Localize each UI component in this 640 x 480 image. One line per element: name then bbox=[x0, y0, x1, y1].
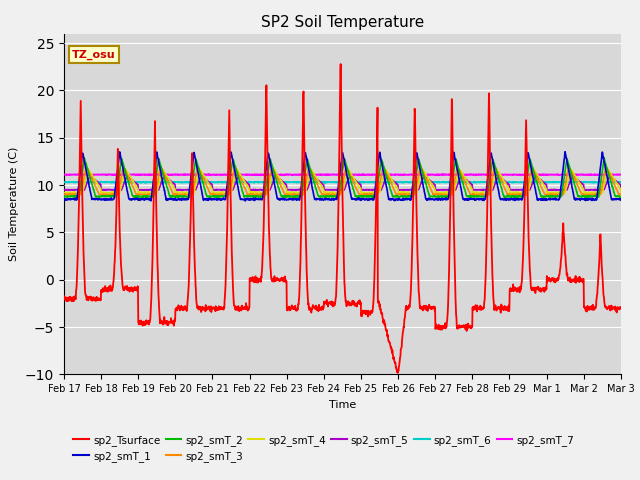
sp2_smT_4 bbox=[441, 190, 449, 195]
sp2_smT_3 bbox=[287, 192, 295, 197]
sp2_smT_5 bbox=[440, 187, 448, 192]
sp2_smT_5 bbox=[60, 187, 68, 192]
Line: sp2_smT_6: sp2_smT_6 bbox=[64, 181, 621, 183]
sp2_Tsurface bbox=[60, 295, 68, 300]
Line: sp2_smT_4: sp2_smT_4 bbox=[64, 169, 621, 193]
sp2_smT_2 bbox=[92, 193, 100, 199]
sp2_smT_3 bbox=[290, 192, 298, 197]
sp2_smT_7 bbox=[617, 172, 625, 178]
sp2_smT_1 bbox=[561, 149, 569, 155]
sp2_smT_3 bbox=[179, 192, 187, 198]
sp2_Tsurface bbox=[337, 61, 344, 67]
Line: sp2_smT_7: sp2_smT_7 bbox=[64, 174, 621, 175]
sp2_smT_2 bbox=[268, 163, 276, 169]
sp2_smT_1 bbox=[60, 196, 68, 202]
sp2_smT_1 bbox=[269, 173, 276, 179]
sp2_smT_6 bbox=[92, 179, 100, 185]
sp2_Tsurface bbox=[92, 298, 100, 304]
Y-axis label: Soil Temperature (C): Soil Temperature (C) bbox=[10, 147, 19, 261]
sp2_smT_1 bbox=[287, 196, 295, 202]
sp2_smT_3 bbox=[441, 192, 449, 198]
sp2_smT_5 bbox=[287, 187, 295, 192]
sp2_smT_3 bbox=[617, 192, 625, 197]
sp2_smT_7 bbox=[587, 171, 595, 177]
sp2_Tsurface bbox=[290, 304, 298, 310]
sp2_smT_6 bbox=[222, 179, 230, 184]
sp2_smT_4 bbox=[617, 190, 625, 195]
Title: SP2 Soil Temperature: SP2 Soil Temperature bbox=[260, 15, 424, 30]
sp2_smT_7 bbox=[440, 171, 448, 177]
sp2_Tsurface bbox=[179, 304, 187, 310]
sp2_smT_7 bbox=[92, 172, 100, 178]
sp2_smT_2 bbox=[440, 193, 448, 199]
Text: TZ_osu: TZ_osu bbox=[72, 49, 116, 60]
Line: sp2_Tsurface: sp2_Tsurface bbox=[64, 64, 621, 373]
sp2_Tsurface bbox=[394, 370, 402, 376]
sp2_smT_2 bbox=[60, 194, 68, 200]
sp2_smT_7 bbox=[287, 172, 295, 178]
sp2_smT_2 bbox=[617, 194, 625, 200]
sp2_smT_4 bbox=[60, 190, 68, 195]
sp2_smT_6 bbox=[441, 180, 449, 185]
sp2_smT_7 bbox=[290, 172, 298, 178]
sp2_smT_4 bbox=[269, 169, 276, 175]
sp2_smT_5 bbox=[269, 180, 276, 186]
sp2_smT_2 bbox=[287, 193, 295, 199]
sp2_smT_6 bbox=[291, 179, 298, 185]
sp2_smT_6 bbox=[269, 180, 276, 185]
sp2_smT_6 bbox=[288, 179, 296, 185]
sp2_smT_7 bbox=[268, 172, 276, 178]
sp2_smT_5 bbox=[291, 187, 298, 192]
sp2_smT_1 bbox=[92, 196, 100, 202]
sp2_smT_1 bbox=[241, 198, 249, 204]
sp2_smT_3 bbox=[342, 163, 350, 168]
sp2_smT_7 bbox=[60, 171, 68, 177]
sp2_smT_7 bbox=[179, 172, 187, 178]
sp2_smT_2 bbox=[179, 194, 187, 200]
sp2_smT_3 bbox=[60, 192, 68, 198]
sp2_smT_5 bbox=[179, 187, 187, 193]
Line: sp2_smT_3: sp2_smT_3 bbox=[64, 166, 621, 195]
sp2_smT_4 bbox=[179, 190, 187, 195]
sp2_smT_5 bbox=[92, 178, 100, 184]
sp2_smT_2 bbox=[600, 155, 608, 160]
sp2_smT_2 bbox=[290, 194, 298, 200]
sp2_smT_4 bbox=[180, 191, 188, 196]
sp2_smT_1 bbox=[291, 197, 298, 203]
sp2_smT_4 bbox=[288, 190, 296, 196]
sp2_smT_3 bbox=[92, 184, 100, 190]
sp2_smT_4 bbox=[92, 179, 100, 184]
sp2_smT_3 bbox=[268, 165, 276, 170]
sp2_smT_2 bbox=[368, 195, 376, 201]
sp2_Tsurface bbox=[287, 306, 295, 312]
sp2_smT_5 bbox=[253, 188, 260, 193]
sp2_smT_1 bbox=[617, 197, 625, 203]
sp2_smT_5 bbox=[617, 187, 625, 193]
Line: sp2_smT_5: sp2_smT_5 bbox=[64, 175, 621, 191]
sp2_smT_6 bbox=[154, 180, 162, 186]
X-axis label: Time: Time bbox=[329, 400, 356, 409]
Line: sp2_smT_1: sp2_smT_1 bbox=[64, 152, 621, 201]
Line: sp2_smT_2: sp2_smT_2 bbox=[64, 157, 621, 198]
sp2_smT_6 bbox=[179, 180, 187, 185]
sp2_smT_7 bbox=[302, 172, 310, 178]
sp2_smT_5 bbox=[569, 172, 577, 178]
sp2_Tsurface bbox=[441, 324, 449, 330]
sp2_Tsurface bbox=[268, 277, 276, 283]
Legend: sp2_Tsurface, sp2_smT_1, sp2_smT_2, sp2_smT_3, sp2_smT_4, sp2_smT_5, sp2_smT_6, : sp2_Tsurface, sp2_smT_1, sp2_smT_2, sp2_… bbox=[69, 431, 579, 466]
sp2_smT_6 bbox=[60, 180, 68, 185]
sp2_Tsurface bbox=[617, 305, 625, 311]
sp2_smT_4 bbox=[291, 190, 298, 195]
sp2_smT_1 bbox=[440, 196, 448, 202]
sp2_smT_4 bbox=[233, 166, 241, 172]
sp2_smT_1 bbox=[179, 197, 187, 203]
sp2_smT_3 bbox=[331, 192, 339, 198]
sp2_smT_6 bbox=[617, 180, 625, 185]
